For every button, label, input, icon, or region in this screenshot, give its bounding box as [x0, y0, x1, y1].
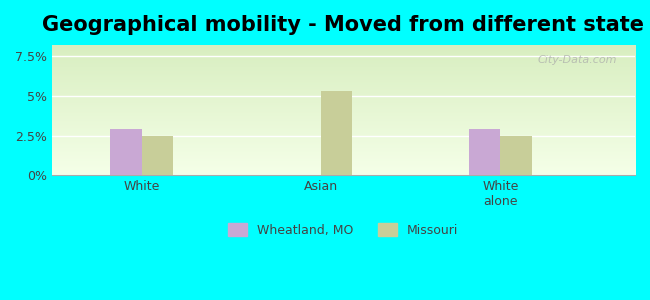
Text: City-Data.com: City-Data.com: [538, 55, 617, 65]
Bar: [142, 136, 173, 175]
Bar: [111, 129, 142, 176]
Bar: [469, 129, 501, 176]
Bar: [500, 136, 532, 175]
Legend: Wheatland, MO, Missouri: Wheatland, MO, Missouri: [224, 218, 463, 242]
Bar: [321, 91, 352, 176]
Title: Geographical mobility - Moved from different state: Geographical mobility - Moved from diffe…: [42, 15, 644, 35]
